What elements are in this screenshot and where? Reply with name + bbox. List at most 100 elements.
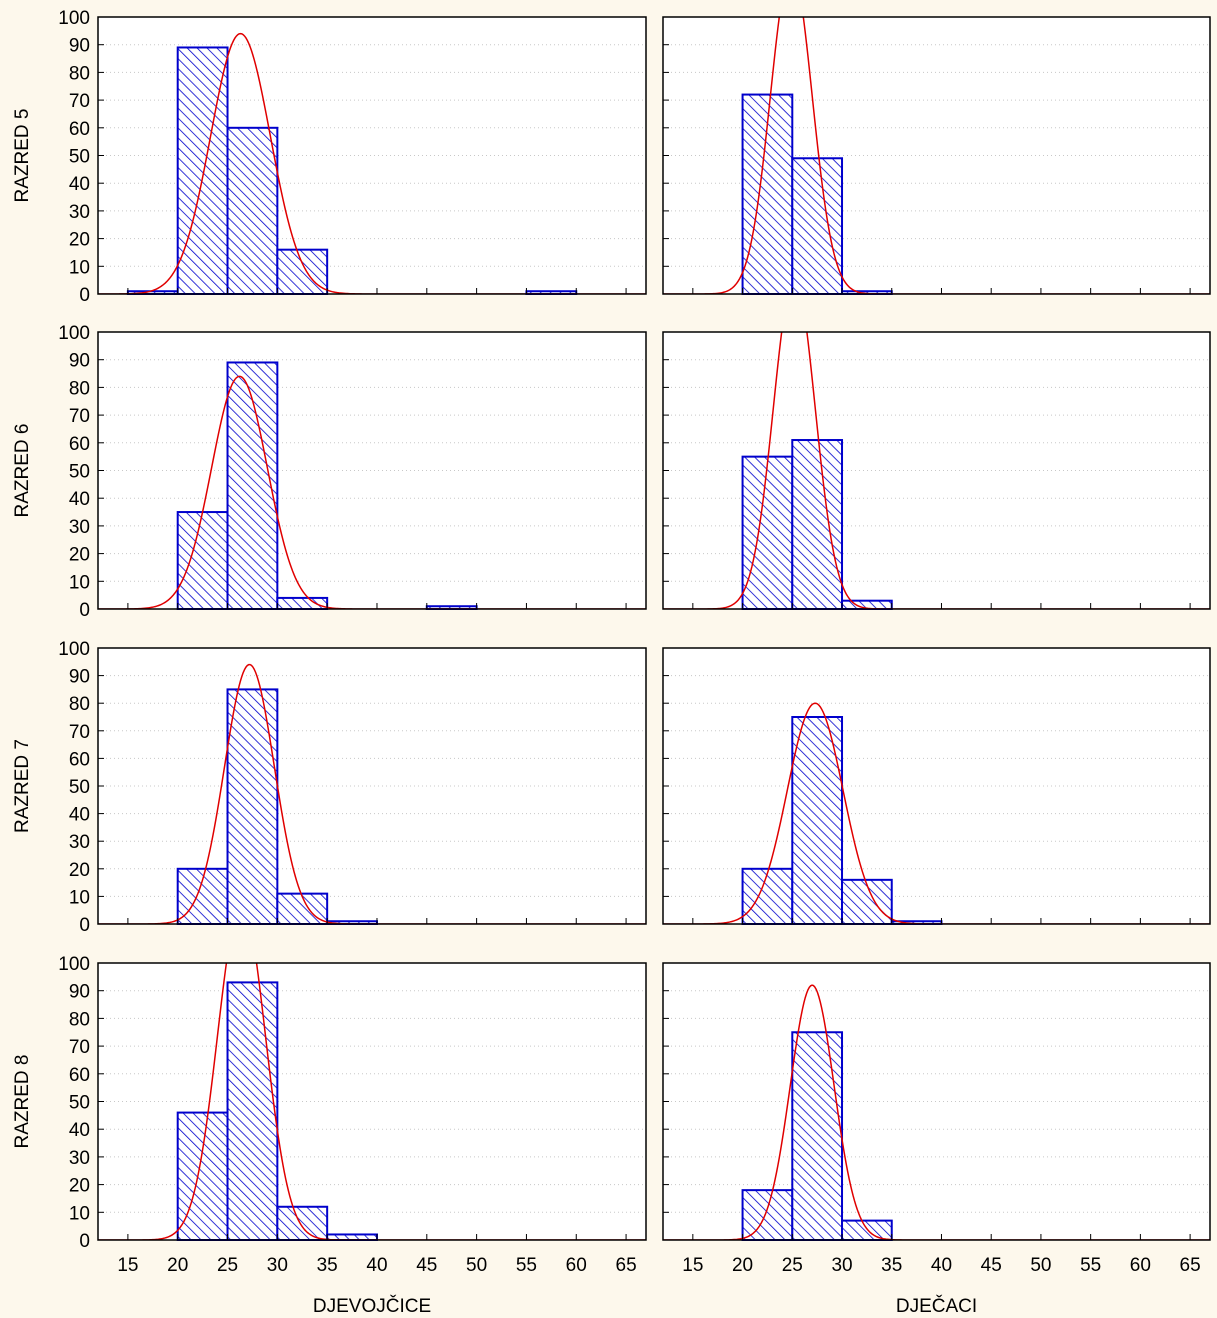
y-tick-label: 0: [79, 915, 90, 936]
y-tick-label: 0: [79, 285, 90, 306]
x-tick-label: 55: [516, 1255, 537, 1276]
y-tick-label: 40: [69, 489, 90, 510]
x-tick-label: 50: [1030, 1255, 1051, 1276]
y-tick-label: 20: [69, 1176, 90, 1197]
x-tick-label: 45: [981, 1255, 1002, 1276]
panel-razred-5-djevojcice: 0 10 20 30 40 50 60 70 80 90 100: [58, 8, 647, 306]
y-tick-label: 20: [69, 230, 90, 251]
y-tick-label: 10: [69, 1203, 90, 1224]
y-tick-label: 90: [69, 667, 90, 688]
histogram-bar: [791, 716, 844, 925]
normal-fit-curve: [98, 663, 646, 924]
histogram-bar: [226, 688, 279, 926]
x-tick-label: 15: [117, 1255, 138, 1276]
panel-razred-7-djecaci: [662, 647, 1211, 926]
y-tick-label: 100: [58, 639, 90, 660]
row-label: RAZRED 6: [12, 424, 33, 518]
y-tick-label: 90: [69, 982, 90, 1003]
y-tick-label: 70: [69, 91, 90, 112]
panel-razred-8-djevojcice: 0 10 20 30 40 50 60 70 80 90 100 15 20 25 30 35 40 45 50 55…: [58, 954, 647, 1276]
y-tick-label: 40: [69, 174, 90, 195]
x-tick-label: 20: [167, 1255, 188, 1276]
y-tick-label: 50: [69, 1093, 90, 1114]
y-tick-label: 80: [69, 1009, 90, 1030]
column-label: DJEČACI: [896, 1295, 977, 1317]
y-tick-label: 30: [69, 832, 90, 853]
normal-fit-curve: [98, 963, 646, 1240]
x-tick-label: 30: [831, 1255, 852, 1276]
row-label: RAZRED 5: [12, 109, 33, 203]
histogram-bar: [226, 361, 279, 610]
x-tick-label: 30: [267, 1255, 288, 1276]
x-tick-label: 15: [682, 1255, 703, 1276]
y-tick-label: 50: [69, 462, 90, 483]
histogram-bar: [791, 1031, 844, 1241]
x-tick-label: 60: [1130, 1255, 1151, 1276]
x-tick-label: 35: [317, 1255, 338, 1276]
panel-razred-5-djecaci: [662, 16, 1211, 296]
x-tick-label: 40: [931, 1255, 952, 1276]
normal-fit-curve: [663, 984, 1210, 1240]
y-tick-label: 100: [58, 8, 90, 29]
x-tick-label: 45: [416, 1255, 437, 1276]
normal-fit-curve: [663, 332, 1210, 609]
normal-fit-curve: [663, 17, 1210, 294]
panel-razred-6-djevojcice: 0 10 20 30 40 50 60 70 80 90 100: [58, 323, 647, 621]
y-tick-label: 20: [69, 860, 90, 881]
y-tick-label: 30: [69, 202, 90, 223]
x-tick-label: 65: [616, 1255, 637, 1276]
panel-razred-8-djecaci: 15 20 25 30 35 40 45 50 55 60 65: [662, 962, 1211, 1276]
histogram-bar: [226, 126, 279, 295]
histogram-bar: [841, 1219, 893, 1241]
y-tick-label: 50: [69, 777, 90, 798]
y-tick-label: 60: [69, 749, 90, 770]
x-tick-label: 35: [881, 1255, 902, 1276]
row-label: RAZRED 8: [12, 1055, 33, 1149]
y-tick-label: 10: [69, 572, 90, 593]
y-tick-label: 70: [69, 406, 90, 427]
y-tick-label: 60: [69, 119, 90, 140]
histogram-bar: [791, 439, 844, 610]
y-tick-label: 0: [79, 600, 90, 621]
y-tick-label: 80: [69, 63, 90, 84]
y-tick-label: 100: [58, 954, 90, 975]
x-tick-label: 25: [217, 1255, 238, 1276]
y-tick-label: 30: [69, 517, 90, 538]
y-tick-label: 60: [69, 1065, 90, 1086]
y-tick-label: 80: [69, 378, 90, 399]
histogram-bar: [176, 511, 229, 610]
y-tick-label: 30: [69, 1148, 90, 1169]
x-tick-label: 40: [366, 1255, 387, 1276]
x-tick-label: 20: [732, 1255, 753, 1276]
y-tick-label: 40: [69, 1120, 90, 1141]
histogram-bar: [741, 1189, 794, 1242]
normal-fit-curve: [98, 375, 646, 609]
y-tick-label: 90: [69, 36, 90, 57]
y-tick-label: 10: [69, 887, 90, 908]
y-tick-label: 20: [69, 545, 90, 566]
histogram-bar: [741, 867, 794, 925]
y-tick-label: 70: [69, 722, 90, 743]
x-tick-label: 65: [1180, 1255, 1201, 1276]
histogram-bar: [276, 596, 329, 610]
x-tick-label: 55: [1080, 1255, 1101, 1276]
y-tick-label: 0: [79, 1231, 90, 1252]
x-tick-label: 60: [566, 1255, 587, 1276]
y-tick-label: 60: [69, 434, 90, 455]
y-tick-label: 70: [69, 1037, 90, 1058]
histogram-bar: [741, 455, 794, 610]
y-tick-label: 10: [69, 257, 90, 278]
x-tick-label: 25: [782, 1255, 803, 1276]
y-tick-label: 50: [69, 147, 90, 168]
histogram-bar: [276, 1205, 329, 1242]
panel-razred-7-djevojcice: 0 10 20 30 40 50 60 70 80 90 100: [58, 639, 647, 936]
histogram-bar: [226, 981, 279, 1241]
histogram-bar: [791, 157, 844, 295]
y-tick-label: 40: [69, 805, 90, 826]
histogram-bar: [176, 1111, 229, 1241]
row-label: RAZRED 7: [12, 739, 33, 833]
y-tick-label: 90: [69, 351, 90, 372]
y-tick-label: 80: [69, 694, 90, 715]
panel-razred-6-djecaci: [662, 331, 1211, 611]
histogram-bar: [276, 248, 329, 295]
